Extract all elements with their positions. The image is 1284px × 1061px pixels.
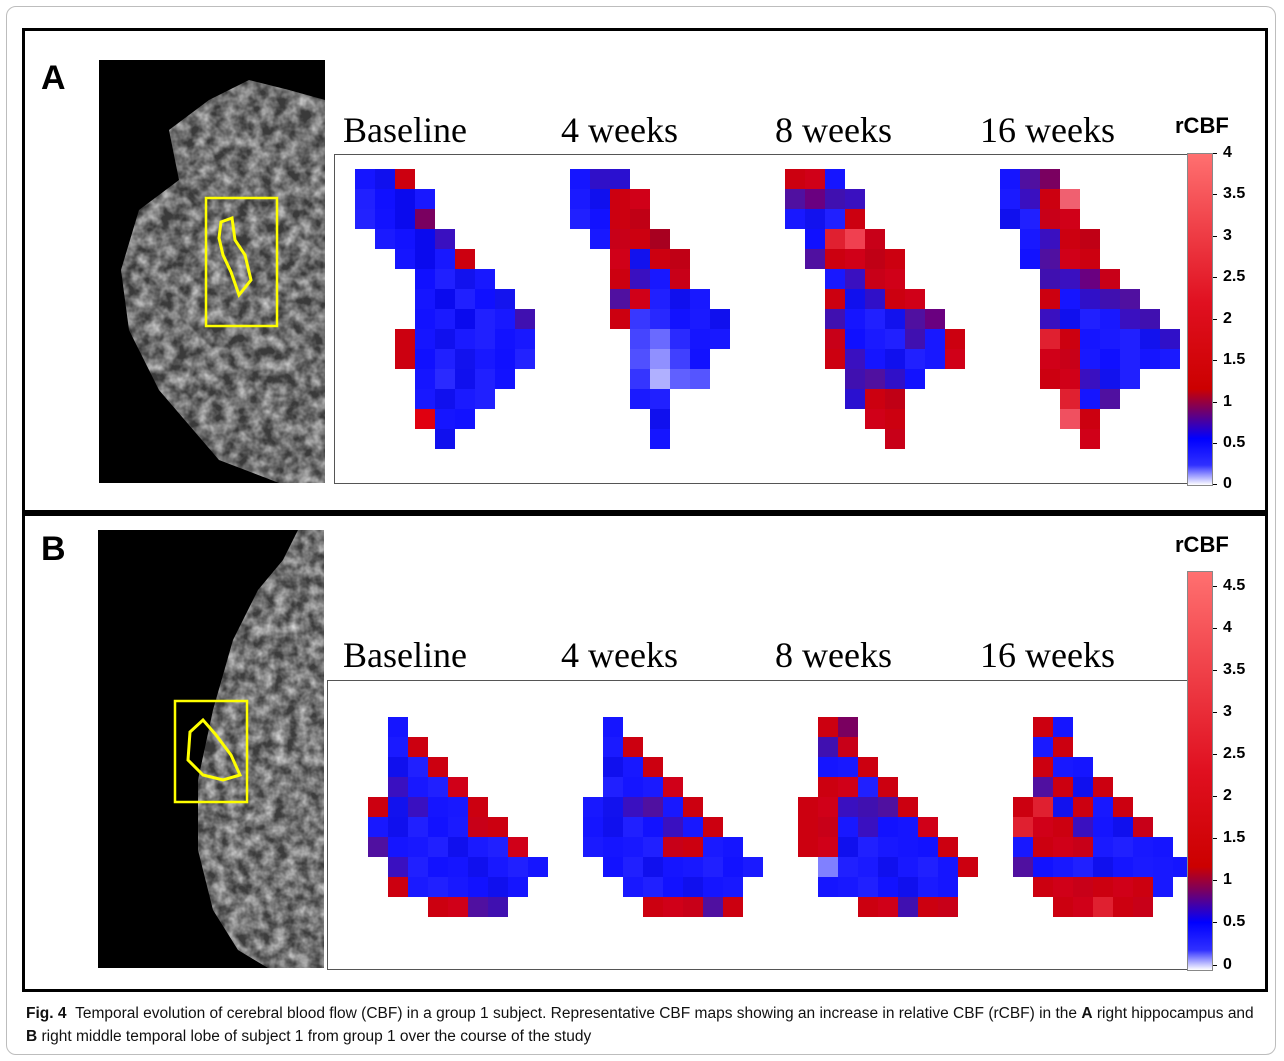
cb-tick: 2.5 <box>1223 268 1246 285</box>
cbf-map-a-4-weeks <box>570 169 730 449</box>
roi-box-b <box>173 699 249 804</box>
timepoint-label-baseline: Baseline <box>343 635 467 675</box>
panel-a: A Baseline 4 weeks 8 weeks 16 weeks rCBF <box>22 28 1268 513</box>
timepoint-label-8-weeks: 8 weeks <box>775 635 892 675</box>
timepoint-label-baseline: Baseline <box>343 110 467 150</box>
caption-text-1: Temporal evolution of cerebral blood flo… <box>75 1005 1082 1022</box>
cb-tick: 2.5 <box>1223 745 1246 762</box>
mri-image-a <box>99 60 325 483</box>
cbf-map-a-8-weeks <box>785 169 965 449</box>
roi-outline-a <box>217 215 253 299</box>
cb-tick: 3.5 <box>1223 185 1246 202</box>
timepoint-label-16-weeks: 16 weeks <box>980 635 1115 675</box>
cb-tick: 3.5 <box>1223 661 1246 678</box>
cbf-maps-a <box>334 154 1191 484</box>
cbf-map-b-16-weeks <box>1013 717 1190 917</box>
cbf-map-b-4-weeks <box>583 717 763 917</box>
caption-text-3: right middle temporal lobe of subject 1 … <box>37 1028 592 1045</box>
roi-box-a <box>204 196 279 328</box>
timepoint-label-8-weeks: 8 weeks <box>775 110 892 150</box>
cbf-map-a-16-weeks <box>1000 169 1180 449</box>
mri-image-b <box>98 530 324 968</box>
mri-slice-b <box>173 530 324 968</box>
cb-tick: 0.5 <box>1223 434 1246 451</box>
colorbar-title-b: rCBF <box>1175 532 1229 557</box>
caption-panel-a-ref: A <box>1081 1005 1093 1022</box>
timepoint-label-4-weeks: 4 weeks <box>561 635 678 675</box>
cbf-map-b-baseline <box>368 717 548 917</box>
panel-b: B Baseline 4 weeks 8 weeks 16 weeks rCBF <box>22 513 1268 992</box>
panel-letter-b: B <box>41 530 66 568</box>
cb-tick: 1 <box>1223 871 1232 888</box>
cb-tick: 0.5 <box>1223 913 1246 930</box>
figure-caption: Fig. 4 Temporal evolution of cerebral bl… <box>26 1002 1266 1048</box>
roi-outline-b <box>186 717 243 782</box>
cbf-map-grid-b <box>368 717 1190 917</box>
mri-slice-a <box>121 80 325 483</box>
cb-tick: 4 <box>1223 144 1232 161</box>
caption-panel-b-ref: B <box>26 1028 38 1045</box>
cb-tick: 3 <box>1223 227 1232 244</box>
colorbar-a <box>1187 153 1213 486</box>
cbf-maps-b <box>327 680 1191 970</box>
cb-tick: 2 <box>1223 310 1232 327</box>
cb-tick: 0 <box>1223 956 1232 973</box>
cb-tick: 3 <box>1223 703 1232 720</box>
cbf-map-grid-a <box>355 169 1180 449</box>
cb-tick: 1.5 <box>1223 351 1246 368</box>
cbf-map-a-baseline <box>355 169 535 449</box>
cb-tick: 4.5 <box>1223 577 1246 594</box>
cbf-map-b-8-weeks <box>798 717 978 917</box>
panel-letter-a: A <box>41 59 66 97</box>
cb-tick: 1.5 <box>1223 829 1246 846</box>
caption-text-2: right hippocampus and <box>1092 1005 1254 1022</box>
timepoint-label-4-weeks: 4 weeks <box>561 110 678 150</box>
colorbar-b <box>1187 571 1213 971</box>
cb-tick: 1 <box>1223 393 1232 410</box>
caption-fig-label: Fig. 4 <box>26 1005 67 1022</box>
timepoint-label-16-weeks: 16 weeks <box>980 110 1115 150</box>
cb-tick: 2 <box>1223 787 1232 804</box>
colorbar-title-a: rCBF <box>1175 113 1229 138</box>
cb-tick: 0 <box>1223 475 1232 492</box>
cb-tick: 4 <box>1223 619 1232 636</box>
